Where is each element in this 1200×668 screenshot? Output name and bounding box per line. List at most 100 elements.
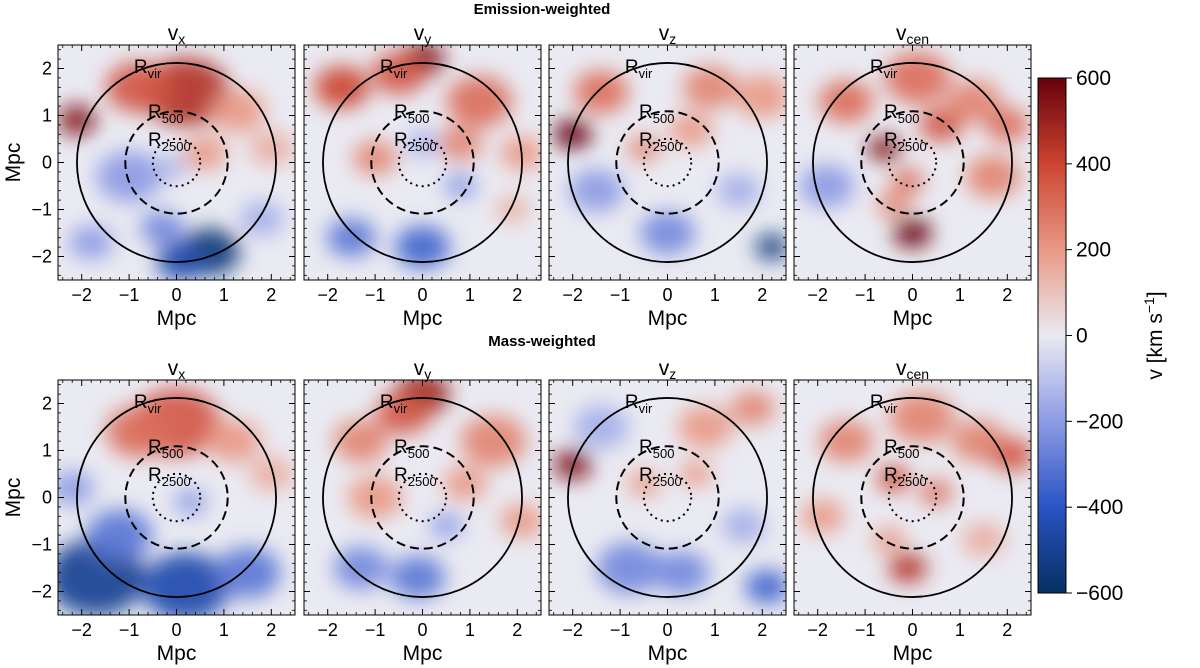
velocity-field [794,45,1031,280]
y-tick-label: −2 [31,582,52,602]
velocity-blob [249,131,294,166]
circle-rvir [567,62,768,263]
circle-r2500 [642,137,693,188]
x-tick-label: 1 [465,285,475,305]
x-tick-label: 2 [512,285,522,305]
velocity-blob [326,218,376,257]
x-axis-label: Mpc [648,307,688,330]
colorbar-tick-label: −400 [1076,496,1123,519]
velocity-blob [353,140,397,175]
circle-rvir [812,397,1013,598]
x-tick-label: 2 [266,285,276,305]
velocity-field [549,45,786,280]
velocity-blob [867,135,901,162]
circle-r500 [124,445,229,550]
velocity-blob [444,173,477,199]
velocity-blob [889,392,955,444]
label-r500: R500 [884,102,919,126]
velocity-blob [877,465,910,492]
y-tick-label: −1 [31,535,52,555]
panel-0-3: Rvir R500 R2500 −2 −1 0 1 2 vcen Mpc [793,22,1032,330]
velocity-blob [333,419,389,463]
velocity-blob [429,512,463,539]
y-tick-label: 1 [42,441,52,461]
circle-r2500 [642,472,693,523]
y-tick-label: 0 [42,488,52,508]
x-tick-label: 2 [1002,285,1012,305]
velocity-blob [96,151,162,203]
label-rvir: Rvir [625,392,653,416]
x-axis-label: Mpc [403,642,443,665]
x-tick-label: −2 [71,620,92,640]
panel-title: vcen [896,357,929,382]
velocity-blob [569,169,624,213]
panel-grid: Rvir R500 R2500 −2 −1 0 1 2 −2 −1 0 1 2 vx Mpc Mpc Rvir R… [2,22,1032,665]
velocity-blob [755,234,786,260]
velocity-blob [183,136,227,171]
y-axis-label: Mpc [2,478,25,518]
velocity-blob [500,136,541,171]
x-tick-label: 0 [662,620,672,640]
label-r2500: R2500 [639,130,682,154]
velocity-blob [140,211,185,246]
x-tick-label: −2 [562,285,583,305]
panel-1-3: Rvir R500 R2500 −2 −1 0 1 2 vcen Mpc [793,357,1032,665]
y-tick-label: 2 [42,394,52,414]
colorbar-tick-label: 200 [1076,239,1111,262]
velocity-blob [333,546,389,590]
velocity-blob [596,542,663,594]
y-tick-label: 1 [42,106,52,126]
label-r500: R500 [884,437,919,461]
x-tick-label: 2 [757,285,767,305]
velocity-blob [799,164,855,208]
velocity-blob [376,391,431,435]
velocity-field [304,380,541,615]
velocity-blob [965,155,1021,198]
panel-1-0: Rvir R500 R2500 −2 −1 0 1 2 −2 −1 0 1 2 vx Mpc Mpc [2,357,296,665]
velocity-blob [919,107,963,142]
velocity-blob [985,107,1030,142]
row-title-emission: Emission-weighted [474,1,611,18]
velocity-blob [818,80,874,123]
velocity-blob [69,225,113,260]
velocity-blob [240,201,284,236]
colorbar-label: v [km s−1] [1141,291,1167,379]
velocity-blob [142,552,230,615]
x-tick-label: −1 [365,285,386,305]
colorbar-tick-label: −200 [1076,410,1123,433]
label-rvir: Rvir [625,57,653,81]
circle-r2500 [151,137,202,188]
label-r500: R500 [148,102,183,126]
x-axis-label: Mpc [893,307,933,330]
x-tick-label: −2 [562,620,583,640]
x-tick-label: 2 [1002,620,1012,640]
circle-r500 [124,110,229,215]
velocity-blob [460,415,527,467]
velocity-blob [678,405,733,449]
x-tick-label: −1 [855,285,876,305]
colorbar-tick-label: 600 [1076,67,1111,90]
label-r500: R500 [148,437,183,461]
velocity-blob [156,242,206,280]
circle-r2500 [887,472,938,523]
x-tick-label: −2 [317,620,338,640]
panel-0-1: Rvir R500 R2500 −2 −1 0 1 2 vy Mpc [303,22,542,330]
velocity-field [58,45,295,280]
circle-rvir [76,62,277,263]
x-tick-label: −1 [119,285,140,305]
x-tick-label: −1 [365,620,386,640]
label-r2500: R2500 [394,130,437,154]
velocity-blob [446,75,513,127]
velocity-blob [990,438,1031,473]
panel-title: vx [168,357,186,382]
y-tick-label: 2 [42,59,52,79]
velocity-blob [627,470,661,497]
x-tick-label: −1 [610,620,631,640]
panel-1-2: Rvir R500 R2500 −2 −1 0 1 2 vz Mpc [548,357,787,665]
x-axis-label: Mpc [893,642,933,665]
velocity-field [794,380,1031,615]
label-r500: R500 [394,102,429,126]
x-tick-label: 0 [662,285,672,305]
circle-r500 [370,110,475,215]
